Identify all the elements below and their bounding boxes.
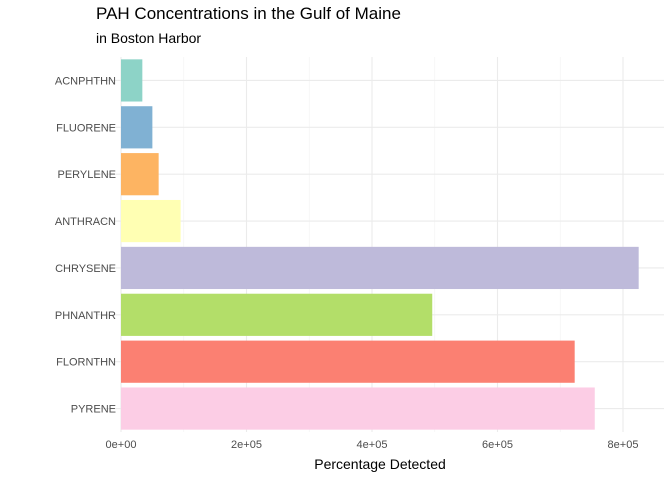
bar-acnphthn — [121, 59, 143, 102]
x-tick-label: 8e+05 — [608, 439, 639, 451]
bars — [121, 59, 639, 430]
bar-flornthn — [121, 340, 575, 383]
bar-perylene — [121, 153, 159, 196]
chart-title: PAH Concentrations in the Gulf of Maine — [96, 4, 401, 23]
y-tick-label: PHNANTHR — [55, 310, 116, 322]
bar-pyrene — [121, 387, 595, 430]
y-tick-label: PERYLENE — [58, 169, 117, 181]
y-tick-label: FLORNTHN — [56, 357, 116, 369]
y-tick-label: PYRENE — [71, 404, 116, 416]
x-tick-label: 2e+05 — [231, 439, 262, 451]
y-tick-label: ACNPHTHN — [55, 75, 116, 87]
x-tick-labels: 0e+00 2e+05 4e+05 6e+05 8e+05 — [106, 439, 639, 451]
bar-fluorene — [121, 106, 153, 149]
y-tick-labels: ACNPHTHN FLUORENE PERYLENE ANTHRACN CHRYSENE… — [55, 75, 116, 415]
bar-anthracn — [121, 199, 181, 243]
x-tick-label: 6e+05 — [482, 439, 513, 451]
bar-phnanthr — [121, 293, 433, 336]
bar-chrysene — [121, 246, 639, 290]
y-tick-label: FLUORENE — [56, 122, 116, 134]
chart-subtitle: in Boston Harbor — [96, 30, 202, 46]
x-axis-label: Percentage Detected — [314, 456, 446, 472]
x-tick-label: 0e+00 — [106, 439, 137, 451]
x-tick-label: 4e+05 — [357, 439, 388, 451]
y-tick-label: ANTHRACN — [55, 216, 116, 228]
y-tick-label: CHRYSENE — [55, 263, 116, 275]
